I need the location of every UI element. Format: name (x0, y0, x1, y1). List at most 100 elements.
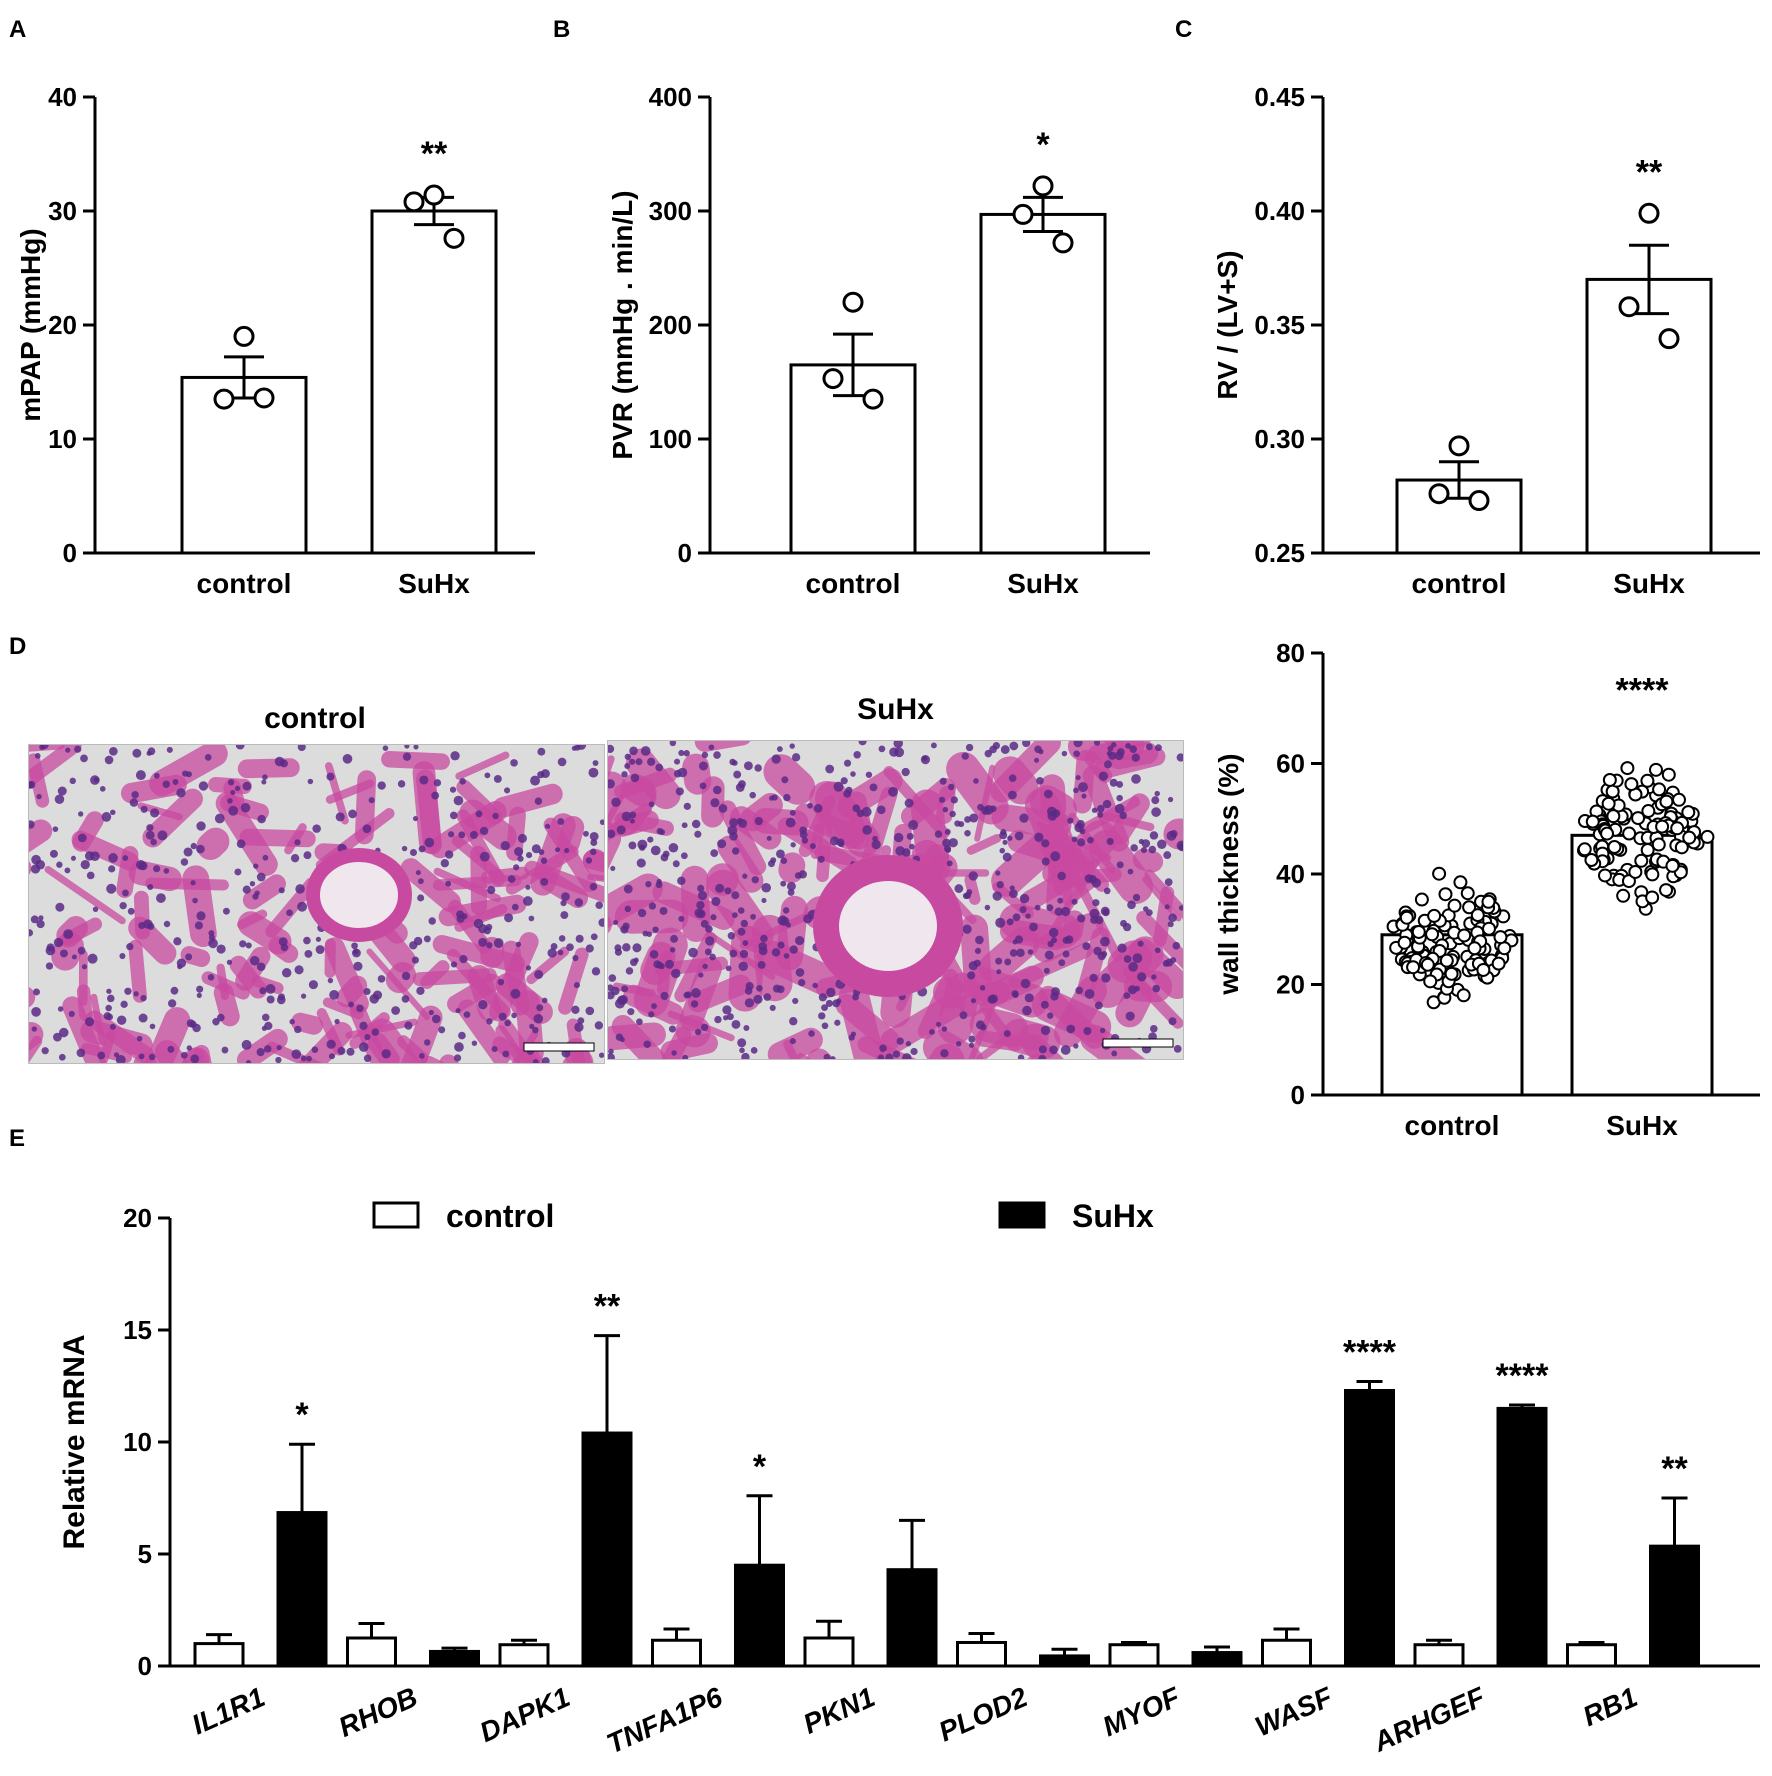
tissue-strand (608, 771, 628, 839)
cell-nucleus (621, 811, 632, 822)
cell-nucleus (475, 810, 483, 818)
cell-nucleus (629, 758, 636, 765)
cell-nucleus (240, 802, 251, 813)
cell-nucleus (397, 780, 406, 788)
cell-nucleus (781, 776, 789, 784)
cell-nucleus (1084, 989, 1095, 999)
cell-nucleus (1076, 820, 1085, 829)
cell-nucleus (391, 1006, 401, 1015)
data-point-D-control (1460, 886, 1475, 901)
cell-nucleus (401, 995, 410, 1003)
data-point-D-control (1420, 957, 1435, 972)
cell-nucleus (662, 850, 670, 858)
cell-nucleus (212, 1018, 220, 1026)
cell-nucleus (1151, 796, 1160, 805)
cell-nucleus (595, 901, 603, 909)
cell-nucleus (266, 995, 275, 1004)
cell-nucleus (647, 757, 656, 766)
tissue-strand (416, 769, 442, 855)
cell-nucleus (795, 936, 805, 946)
bar-control-PLOD2 (956, 1640, 1007, 1668)
data-point-C-SuHx (1618, 296, 1640, 318)
cell-nucleus (194, 921, 203, 930)
cell-nucleus (1109, 778, 1118, 787)
cell-nucleus (939, 777, 947, 785)
cell-nucleus (766, 835, 772, 841)
tissue-strand (265, 877, 318, 938)
cell-nucleus (262, 854, 269, 861)
cell-nucleus (731, 891, 740, 900)
tissue-strand (966, 833, 1002, 855)
cell-nucleus (136, 1035, 143, 1042)
cell-nucleus (1038, 749, 1044, 755)
cell-nucleus (737, 907, 745, 914)
cell-nucleus (611, 797, 621, 807)
cell-nucleus (908, 820, 919, 830)
cell-nucleus (973, 778, 979, 784)
cell-nucleus (106, 988, 112, 994)
cell-nucleus (176, 788, 186, 798)
cell-nucleus (942, 806, 949, 813)
tissue-strand (524, 860, 604, 905)
cell-nucleus (757, 961, 766, 969)
significance-A: ** (421, 135, 448, 173)
cell-nucleus (308, 980, 318, 990)
cell-nucleus (236, 839, 246, 849)
cell-nucleus (230, 790, 236, 796)
cell-nucleus (119, 953, 126, 960)
cell-nucleus (812, 982, 818, 989)
tissue-strand (1067, 741, 1145, 761)
data-point-D-SuHx (1641, 804, 1656, 819)
cell-nucleus (265, 983, 276, 994)
cell-nucleus (447, 831, 455, 838)
cell-nucleus (750, 913, 756, 920)
y-axis-label-B: PVR (mmHg . min/L) (607, 190, 638, 459)
cell-nucleus (49, 849, 58, 858)
cell-nucleus (1038, 1054, 1047, 1059)
cell-nucleus (729, 832, 738, 841)
legend-label-SuHx: SuHx (1072, 1198, 1154, 1234)
tissue-strand (208, 777, 252, 794)
cell-nucleus (544, 823, 551, 829)
cell-nucleus (1106, 837, 1114, 846)
cell-nucleus (84, 851, 95, 861)
cell-nucleus (1029, 922, 1038, 932)
panel-letter-d: D (9, 633, 27, 660)
tissue-strand (498, 1017, 551, 1063)
cell-nucleus (449, 786, 457, 793)
tissue-strand (767, 1027, 823, 1059)
data-point-D-control (1439, 953, 1454, 968)
cell-nucleus (715, 883, 725, 893)
x-tick-label-gene: MYOF (1098, 1681, 1185, 1743)
cell-nucleus (680, 852, 688, 860)
cell-nucleus (1009, 949, 1018, 957)
tissue-strand (495, 1024, 536, 1063)
tissue-strand (251, 975, 284, 994)
cell-nucleus (1000, 745, 1010, 754)
cell-nucleus (1017, 1054, 1025, 1059)
cell-nucleus (850, 1031, 857, 1037)
cell-nucleus (1019, 813, 1029, 823)
cell-nucleus (363, 1054, 372, 1063)
cell-nucleus (1162, 959, 1170, 967)
x-tick-label-D: SuHx (1606, 1110, 1678, 1141)
cell-nucleus (530, 775, 541, 786)
cell-nucleus (942, 838, 951, 848)
cell-nucleus (274, 756, 285, 767)
cell-nucleus (226, 959, 233, 965)
cell-nucleus (632, 943, 642, 953)
cell-nucleus (444, 850, 454, 859)
cell-nucleus (1077, 782, 1088, 793)
tissue-strand (979, 926, 1040, 984)
cell-nucleus (469, 830, 478, 839)
cell-nucleus (1088, 875, 1097, 884)
cell-nucleus (635, 758, 643, 766)
cell-nucleus (954, 884, 964, 893)
tissue-strand (1102, 811, 1155, 832)
cell-nucleus (1006, 918, 1014, 926)
cell-nucleus (697, 890, 708, 901)
cell-nucleus (640, 746, 651, 756)
cell-nucleus (196, 985, 204, 993)
cell-nucleus (176, 958, 187, 968)
cell-nucleus (334, 1018, 340, 1025)
